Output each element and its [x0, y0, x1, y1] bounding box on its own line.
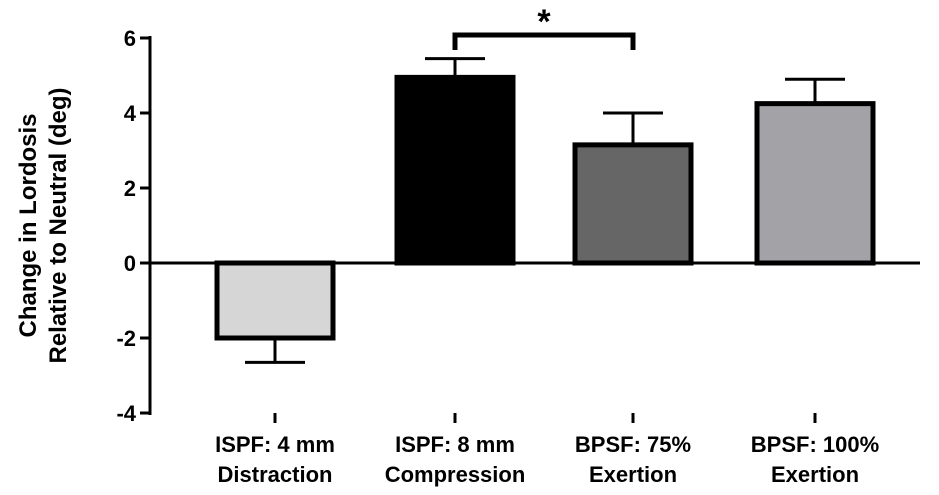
x-category-label-line: Exertion	[589, 462, 677, 487]
bar	[754, 101, 876, 266]
y-axis-title-line: Relative to Neutral (deg)	[45, 87, 72, 363]
x-category-label-line: BPSF: 75%	[575, 432, 691, 457]
x-category-label: ISPF: 4 mm Distraction	[215, 432, 335, 487]
significance-star: *	[537, 3, 551, 41]
x-category-label: ISPF: 8 mm Compression	[385, 432, 526, 487]
y-axis: -4 -2 0 2 4 6	[116, 26, 152, 426]
error-bars	[245, 57, 845, 364]
significance-bracket	[452, 32, 636, 50]
y-axis-title: Change in Lordosis Relative to Neutral (d…	[15, 87, 72, 363]
x-category-label-line: Compression	[385, 462, 526, 487]
x-category-label-line: Exertion	[771, 462, 859, 487]
y-axis-title-text: Change in Lordosis Relative to Neutral (d…	[15, 87, 72, 363]
y-tick-label: -4	[116, 401, 136, 426]
y-axis-title-line: Change in Lordosis	[15, 113, 42, 337]
x-category-label: BPSF: 75% Exertion	[575, 432, 691, 487]
bar	[572, 142, 694, 266]
x-category-label-line: ISPF: 8 mm	[395, 432, 515, 457]
y-tick-label: 2	[124, 176, 136, 201]
y-tick-label: 6	[124, 26, 136, 51]
x-category-label-line: Distraction	[218, 462, 333, 487]
x-category-label-line: BPSF: 100%	[751, 432, 879, 457]
x-category-label: BPSF: 100% Exertion	[751, 432, 879, 487]
bar	[214, 260, 336, 341]
y-tick-label: 4	[124, 101, 137, 126]
bars	[214, 74, 876, 341]
x-category-labels: ISPF: 4 mm Distraction ISPF: 8 mm Compressi…	[215, 432, 879, 487]
x-category-label-line: ISPF: 4 mm	[215, 432, 335, 457]
bar	[394, 74, 516, 266]
y-tick-label: 0	[124, 251, 136, 276]
significance-annotations: *	[452, 3, 636, 50]
y-tick-label: -2	[116, 326, 136, 351]
